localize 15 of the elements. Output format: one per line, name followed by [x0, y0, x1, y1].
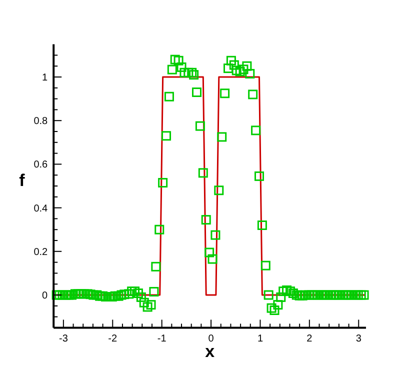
- x-tick-label: 1: [257, 334, 264, 345]
- y-axis-title: f: [19, 171, 26, 190]
- x-tick-label: -3: [58, 334, 68, 345]
- y-tick-label: 0.8: [34, 116, 48, 128]
- y-tick-label: 0.2: [34, 246, 48, 258]
- x-tick-label: 3: [356, 334, 362, 345]
- y-tick-label: 1: [42, 72, 48, 84]
- y-tick-label: 0: [42, 290, 48, 302]
- x-tick-label: -2: [108, 334, 118, 345]
- x-axis-title: x: [205, 342, 216, 361]
- y-tick-label: 0.4: [34, 203, 48, 214]
- x-tick-label: -1: [157, 334, 167, 345]
- y-tick-label: 0.6: [34, 160, 48, 171]
- x-tick-label: 2: [306, 334, 313, 345]
- x-tick-label: 0: [208, 334, 214, 345]
